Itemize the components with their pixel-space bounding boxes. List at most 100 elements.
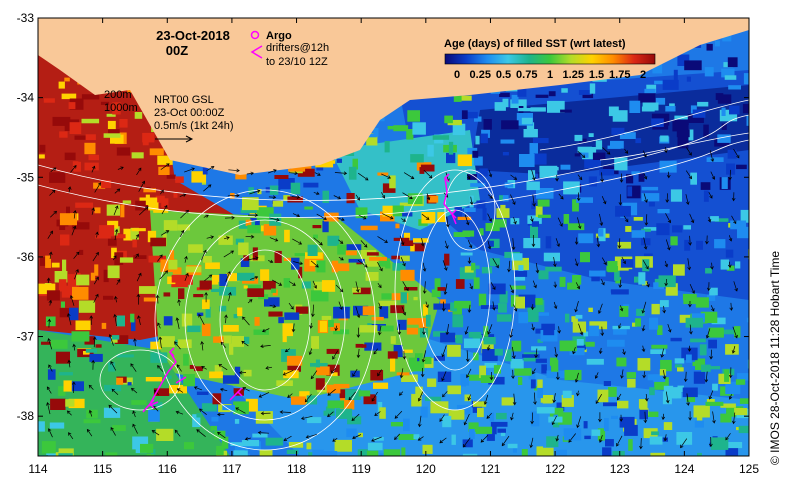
current-vector-icon — [374, 411, 381, 417]
current-vector-icon — [710, 171, 716, 180]
sst-patch — [581, 151, 589, 158]
current-vector-icon — [553, 257, 557, 268]
sst-patch — [500, 139, 515, 144]
sst-patch — [316, 366, 330, 376]
sst-patch — [649, 387, 655, 396]
sst-patch — [463, 338, 481, 349]
sst-patch — [574, 134, 583, 142]
sst-patch — [315, 359, 320, 368]
sst-patch — [717, 94, 732, 104]
current-vector-icon — [709, 349, 713, 360]
sst-patch — [683, 294, 697, 305]
sst-patch — [181, 313, 193, 327]
sst-patch — [370, 370, 384, 381]
sst-patch — [472, 401, 478, 413]
sst-patch — [588, 176, 597, 187]
current-vector-icon — [136, 272, 142, 282]
sst-patch — [233, 401, 249, 415]
sst-patch — [616, 357, 627, 367]
sst-patch — [175, 176, 184, 183]
current-vector-icon — [160, 163, 170, 170]
current-vector-icon — [111, 388, 119, 396]
sst-patch — [410, 154, 424, 163]
current-vector-icon — [600, 172, 604, 183]
sst-patch — [323, 410, 331, 416]
sst-patch — [243, 369, 252, 377]
current-vector-icon — [707, 216, 712, 223]
ocean-zone-southwest — [38, 330, 230, 456]
current-vector-icon — [665, 391, 670, 404]
current-vector-icon — [466, 174, 471, 180]
current-vector-icon — [288, 302, 294, 310]
current-vector-icon — [486, 412, 492, 419]
sst-patch — [247, 288, 265, 297]
current-vector-icon — [619, 305, 624, 312]
current-vector-icon — [268, 195, 277, 200]
sst-patch — [611, 127, 625, 135]
sst-patch — [108, 362, 116, 372]
current-vector-icon — [399, 235, 405, 246]
current-vector-icon — [576, 390, 580, 397]
current-vector-icon — [91, 165, 96, 173]
sst-patch — [692, 361, 705, 366]
sst-patch — [183, 353, 189, 366]
sst-patch — [287, 365, 301, 372]
sst-patch — [604, 418, 609, 431]
current-vector-icon — [204, 292, 208, 303]
sst-patch — [427, 144, 434, 157]
sst-patch — [447, 119, 462, 126]
sst-patch — [240, 207, 257, 214]
sst-patch — [234, 445, 249, 451]
current-vector-icon — [334, 171, 348, 176]
current-vector-icon — [618, 194, 623, 206]
current-vector-icon — [113, 205, 119, 216]
current-vector-icon — [219, 387, 228, 392]
sst-patch — [140, 443, 154, 453]
sst-patch — [628, 439, 633, 451]
current-vector-icon — [94, 182, 101, 193]
sst-patch — [327, 235, 340, 246]
current-vector-icon — [261, 328, 270, 333]
sst-patch — [497, 428, 506, 433]
colorbar-gradient — [444, 53, 656, 65]
sst-patch — [167, 276, 176, 285]
sst-patch — [563, 428, 582, 441]
sst-patch — [726, 163, 736, 175]
sst-patch — [527, 309, 539, 322]
sst-patch — [530, 107, 546, 112]
sst-patch — [243, 285, 248, 289]
current-vector-icon — [534, 348, 538, 359]
sst-patch — [687, 114, 704, 123]
current-vector-icon — [93, 276, 99, 285]
sst-patch — [734, 408, 748, 416]
current-vector-icon — [664, 260, 669, 268]
sst-patch — [234, 419, 240, 424]
current-vector-icon — [598, 412, 602, 423]
colorbar-tick-label: 0.5 — [496, 69, 511, 81]
sst-patch — [163, 220, 178, 231]
sst-patch — [202, 299, 210, 310]
sst-patch — [355, 207, 368, 219]
sst-patch — [350, 370, 360, 378]
sst-patch — [107, 220, 119, 229]
sst-patch — [291, 257, 300, 270]
sst-patch — [272, 200, 284, 207]
sst-patch — [638, 173, 645, 182]
current-vector-icon — [175, 317, 180, 330]
current-vector-icon — [727, 261, 732, 268]
current-vector-icon — [72, 343, 76, 351]
current-vector-icon — [644, 214, 649, 226]
current-vector-icon — [269, 217, 280, 222]
sst-patch — [660, 135, 669, 142]
current-vector-icon — [417, 391, 424, 402]
current-vector-icon — [417, 415, 422, 428]
current-vector-icon — [530, 412, 534, 425]
current-vector-icon — [598, 347, 603, 355]
sst-patch — [196, 391, 209, 395]
sst-patch — [214, 430, 226, 440]
sst-patch — [380, 117, 385, 122]
current-vector-icon — [371, 391, 378, 402]
sst-patch — [704, 67, 714, 77]
current-vector-icon — [688, 300, 692, 308]
current-vector-icon — [327, 411, 334, 418]
